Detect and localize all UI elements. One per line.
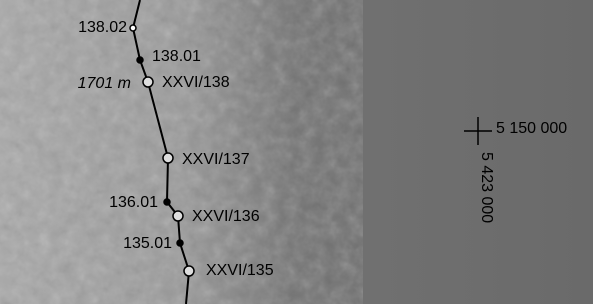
easting-label: 5 150 000 <box>496 120 567 137</box>
point-label: 135.01 <box>123 235 172 252</box>
point-marker <box>184 266 194 276</box>
point-label: 138.01 <box>152 48 201 65</box>
northing-label: 5 423 000 <box>478 152 495 223</box>
point-marker <box>164 199 170 205</box>
point-marker <box>173 211 183 221</box>
point-label: 138.02 <box>78 19 127 36</box>
point-label: XXVI/135 <box>206 262 274 279</box>
map: 138.02 138.01 1701 m XXVI/138 XXVI/137 1… <box>0 0 593 304</box>
point-marker <box>143 77 153 87</box>
elevation-label: 1701 m <box>78 75 131 92</box>
point-marker <box>130 25 136 31</box>
point-marker <box>163 153 173 163</box>
point-label: 136.01 <box>109 194 158 211</box>
point-label: XXVI/138 <box>162 74 230 91</box>
point-label: XXVI/136 <box>192 208 260 225</box>
point-marker <box>177 240 183 246</box>
point-label: XXVI/137 <box>182 151 250 168</box>
point-marker <box>137 57 143 63</box>
terrain-texture <box>0 0 330 304</box>
